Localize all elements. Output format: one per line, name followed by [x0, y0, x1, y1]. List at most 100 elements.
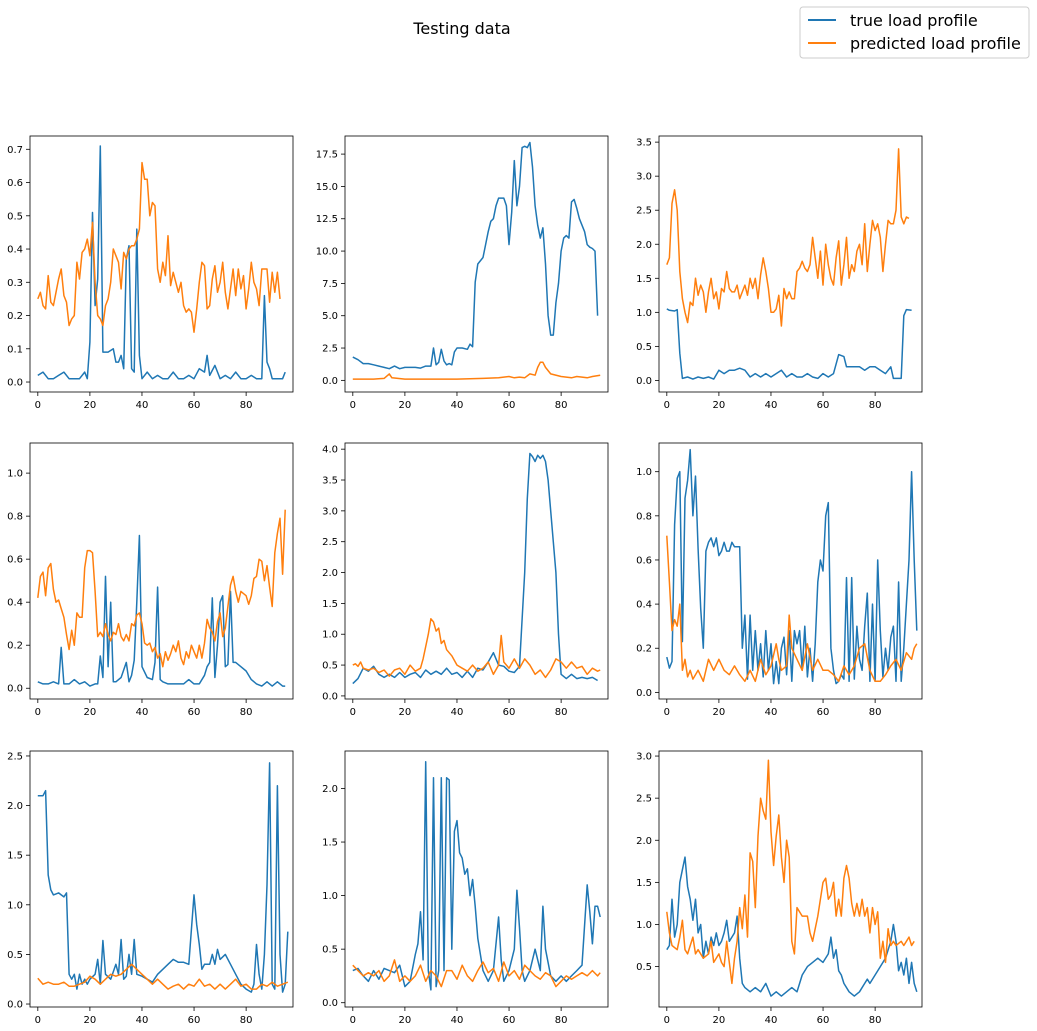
y-tick-label: 10.0	[316, 247, 338, 258]
x-tick-label: 40	[451, 707, 464, 718]
legend-frame	[799, 6, 1030, 59]
y-tick-label: 3.0	[636, 752, 652, 763]
y-tick-label: 3.0	[322, 506, 338, 517]
y-tick-label: 1.0	[7, 469, 23, 480]
series-line-predicted-load-profile	[352, 959, 601, 988]
subplot-9: 0 20 40 60 80 0.5 1.0 1.5 2.0 2.5 3.0	[636, 750, 923, 1026]
y-tick-label: 0.5	[322, 945, 338, 956]
subplot-3: 0 20 40 60 80 0.0 0.5 1.0 1.5 2.0 2.5 3.0 3.5	[636, 135, 923, 411]
y-tick-label: 0.0	[322, 691, 338, 702]
axes-frame	[29, 750, 294, 1008]
x-tick-label: 20	[713, 707, 726, 718]
axes-frame	[29, 442, 294, 700]
series-line-predicted-load-profile	[37, 161, 281, 333]
x-tick-label: 80	[555, 400, 568, 411]
x-tick-label: 20	[399, 1015, 412, 1026]
y-tick-label: 0.0	[7, 378, 23, 389]
y-tick-label: 1.0	[636, 920, 652, 931]
series-line-predicted-load-profile	[37, 509, 286, 668]
x-tick-label: 80	[869, 400, 882, 411]
x-tick-label: 40	[136, 707, 149, 718]
y-tick-label: 0.6	[7, 555, 23, 566]
y-tick-label: 0.2	[7, 641, 23, 652]
y-tick-label: 1.0	[636, 308, 652, 319]
legend: true load profile predicted load profile	[799, 6, 1030, 59]
subplot-7: 0 20 40 60 80 0.0 0.5 1.0 1.5 2.0 2.5	[7, 750, 294, 1026]
series-line-true-load-profile	[352, 141, 599, 370]
subplot-1: 0 20 40 60 80 0.0 0.1 0.2 0.3 0.4 0.5 0.6 0.7	[7, 135, 294, 411]
y-tick-label: 2.5	[636, 206, 652, 217]
series-line-predicted-load-profile	[352, 361, 601, 380]
x-tick-label: 20	[84, 707, 97, 718]
y-tick-label: 3.5	[322, 476, 338, 487]
y-tick-label: 2.5	[322, 537, 338, 548]
x-tick-label: 0	[35, 400, 41, 411]
series-line-true-load-profile	[37, 762, 289, 993]
x-tick-label: 80	[240, 400, 253, 411]
x-tick-label: 40	[765, 1015, 778, 1026]
subplot-4: 0 20 40 60 80 0.0 0.2 0.4 0.6 0.8 1.0	[7, 442, 294, 718]
x-tick-label: 0	[664, 400, 670, 411]
axes-frame	[344, 750, 609, 1008]
y-tick-label: 0.8	[636, 511, 652, 522]
x-tick-label: 0	[35, 707, 41, 718]
series-line-true-load-profile	[666, 308, 912, 380]
series-line-predicted-load-profile	[352, 618, 601, 679]
x-tick-label: 20	[84, 1015, 97, 1026]
x-tick-label: 60	[503, 1015, 516, 1026]
y-tick-label: 2.5	[322, 344, 338, 355]
axes-frame	[658, 135, 923, 393]
subplot-grid: 0 20 40 60 80 0.0 0.1 0.2 0.3 0.4 0.5 0.6 0.7 0 20 40 60…	[7, 135, 923, 1026]
y-tick-label: 2.5	[636, 794, 652, 805]
y-tick-label: 0.0	[7, 684, 23, 695]
y-tick-label: 0.4	[636, 600, 652, 611]
y-tick-label: 0.0	[7, 1000, 23, 1011]
series-line-predicted-load-profile	[666, 535, 918, 683]
x-tick-label: 20	[399, 707, 412, 718]
y-tick-label: 0.5	[636, 962, 652, 973]
y-tick-label: 1.0	[322, 891, 338, 902]
x-tick-label: 0	[664, 707, 670, 718]
x-tick-label: 80	[869, 1015, 882, 1026]
y-tick-label: 17.5	[316, 150, 338, 161]
y-tick-label: 2.0	[636, 240, 652, 251]
x-tick-label: 40	[451, 400, 464, 411]
y-tick-label: 1.5	[322, 599, 338, 610]
y-tick-label: 0.8	[7, 512, 23, 523]
y-tick-label: 1.5	[636, 878, 652, 889]
axes-frame	[344, 442, 609, 700]
axes-frame	[658, 442, 923, 700]
y-tick-label: 0.5	[322, 661, 338, 672]
axes-frame	[344, 135, 609, 393]
y-tick-label: 0.0	[636, 376, 652, 387]
y-tick-label: 1.5	[636, 274, 652, 285]
subplot-8: 0 20 40 60 80 0.0 0.5 1.0 1.5 2.0	[322, 750, 609, 1026]
y-tick-label: 0.4	[7, 245, 23, 256]
series-line-true-load-profile	[352, 452, 598, 685]
x-tick-label: 80	[869, 707, 882, 718]
x-tick-label: 40	[765, 707, 778, 718]
y-tick-label: 3.5	[636, 138, 652, 149]
x-tick-label: 20	[399, 400, 412, 411]
y-tick-label: 2.0	[322, 568, 338, 579]
x-tick-label: 40	[136, 1015, 149, 1026]
series-line-predicted-load-profile	[666, 759, 915, 985]
legend-label-predicted: predicted load profile	[850, 34, 1021, 53]
x-tick-label: 80	[240, 1015, 253, 1026]
y-tick-label: 2.5	[7, 751, 23, 762]
x-tick-label: 40	[765, 400, 778, 411]
x-tick-label: 60	[503, 707, 516, 718]
y-tick-label: 1.0	[636, 467, 652, 478]
series-line-true-load-profile	[666, 856, 918, 997]
x-tick-label: 60	[817, 707, 830, 718]
x-tick-label: 60	[188, 1015, 201, 1026]
y-tick-label: 1.5	[322, 838, 338, 849]
subplot-5: 0 20 40 60 80 0.0 0.5 1.0 1.5 2.0 2.5 3.0 3.5 4.0	[322, 442, 609, 718]
y-tick-label: 5.0	[322, 311, 338, 322]
subplot-2: 0 20 40 60 80 0.0 2.5 5.0 7.5 10.0 12.5 15.0 17.5	[316, 135, 609, 411]
y-tick-label: 0.2	[7, 311, 23, 322]
x-tick-label: 0	[350, 707, 356, 718]
y-tick-label: 4.0	[322, 445, 338, 456]
y-tick-label: 0.2	[636, 644, 652, 655]
y-tick-label: 0.7	[7, 145, 23, 156]
